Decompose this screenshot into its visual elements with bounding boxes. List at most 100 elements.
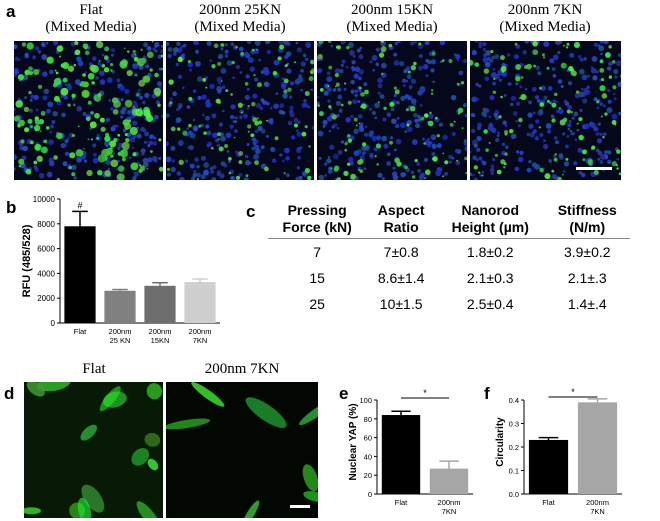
cell: 2.5±0.4: [466, 296, 514, 312]
cell: 1.4±.4: [567, 296, 607, 312]
bar-1: [577, 402, 618, 494]
significance-marker: *: [423, 388, 427, 398]
y-tick-label: 6000: [37, 245, 55, 254]
panel-e-letter: e: [339, 384, 349, 403]
y-tick-label: 0.3: [509, 420, 519, 429]
cell: 7±0.8: [383, 244, 419, 260]
header-stiffness: Stiffness (N/m): [544, 200, 630, 239]
y-tick-label: 40: [364, 452, 372, 461]
x-tick-label-1: 200nm: [109, 327, 132, 336]
table-header-row: Pressing Force (kN) Aspect Ratio Nanorod He…: [268, 200, 630, 239]
scale-bar-a: [576, 167, 612, 170]
cell: 10±1.5: [379, 296, 423, 312]
panel-d-letter: d: [4, 384, 15, 403]
y-tick-label: 2000: [37, 294, 55, 303]
bar-2: [144, 285, 176, 323]
panel-a-image-25kn: [166, 41, 314, 180]
header-nanorod-height: Nanorod Height (µm): [435, 200, 545, 239]
nanorod-property-table: Pressing Force (kN) Aspect Ratio Nanorod He…: [268, 200, 630, 317]
y-tick-label: 0.2: [509, 443, 519, 452]
panel-a-title-3-line2: (Mixed Media): [346, 19, 438, 35]
table-row: 25 10±1.5 2.5±0.4 1.4±.4: [268, 291, 630, 317]
nuclei-texture: [166, 41, 314, 180]
panel-a-title-4-line1: 200nm 7KN: [507, 2, 583, 18]
y-tick-label: 80: [364, 415, 372, 424]
panel-a-title-1-line1: Flat: [79, 2, 103, 18]
panel-a-image-7kn: [470, 41, 621, 180]
cell: 7: [313, 244, 322, 260]
bar-0: [528, 439, 569, 494]
green-signal-texture: [470, 41, 621, 180]
y-tick-label: 4000: [37, 269, 55, 278]
y-tick-label: 0.4: [509, 396, 519, 405]
panel-a-title-3: 200nm 15KN (Mixed Media): [318, 2, 466, 36]
nuclei-texture: [317, 41, 467, 180]
bar-0: [64, 226, 96, 323]
x-tick-label-3: 7KN: [193, 336, 208, 345]
nuclei-texture: [470, 41, 621, 180]
f-y-axis-label: Circularity: [495, 417, 506, 467]
header-aspect-ratio: Aspect Ratio: [366, 200, 436, 239]
bar-1: [429, 468, 469, 494]
x-tick-label-1: 7KN: [442, 507, 457, 516]
green-signal-texture: [14, 41, 163, 180]
panel-b-letter: b: [6, 198, 17, 217]
e-y-axis-label: Nuclear YAP (%): [348, 403, 359, 480]
y-tick-label: 10000: [33, 195, 56, 204]
x-tick-label-0: Flat: [74, 327, 87, 336]
y-tick-label: 0.1: [509, 467, 519, 476]
panel-f-letter: f: [484, 384, 490, 403]
panel-a-title-3-line1: 200nm 15KN: [350, 2, 434, 18]
y-tick-label: 8000: [37, 220, 55, 229]
panel-c-letter: c: [246, 202, 256, 221]
x-tick-label-1: 7KN: [590, 507, 605, 516]
scale-bar-d: [290, 505, 310, 508]
bar-0: [381, 415, 421, 494]
panel-a-title-2-line1: 200nm 25KN: [198, 2, 282, 18]
significance-marker: #: [77, 200, 82, 210]
cell: 1.8±0.2: [466, 244, 514, 260]
cell: 15: [309, 270, 325, 286]
panel-d-label-flat: Flat: [82, 361, 106, 377]
panel-a-title-2-line2: (Mixed Media): [194, 19, 286, 35]
panel-b-chart: RFU (485/528) 0 2000 4000 6000 8000 10000 Flat…: [21, 195, 220, 345]
green-signal-texture: [317, 41, 467, 180]
panel-a-title-1-line2: (Mixed Media): [45, 19, 137, 35]
x-tick-label-0: Flat: [395, 498, 408, 507]
significance-marker: *: [571, 387, 575, 397]
panel-d-image-7kn: [166, 382, 318, 518]
cell: 2.1±0.3: [466, 270, 514, 286]
x-tick-label-2: 200nm: [149, 327, 172, 336]
x-tick-label-2: 15KN: [151, 336, 170, 345]
y-tick-label: 60: [364, 434, 372, 443]
cell: 25: [309, 296, 325, 312]
cell: 8.6±1.4: [377, 270, 425, 286]
x-tick-label-1: 200nm: [586, 498, 609, 507]
cell: 2.1±.3: [567, 270, 607, 286]
header-pressing-force: Pressing Force (kN): [268, 200, 367, 239]
panel-a-letter: a: [6, 2, 16, 21]
cell-texture: [24, 382, 163, 518]
panel-a-title-4: 200nm 7KN (Mixed Media): [470, 2, 620, 36]
y-tick-label: 0: [368, 490, 372, 499]
green-signal-texture: [166, 43, 314, 180]
y-tick-label: 0.0: [509, 490, 519, 499]
panel-a-title-2: 200nm 25KN (Mixed Media): [168, 2, 312, 36]
table-row: 7 7±0.8 1.8±0.2 3.9±0.2: [268, 239, 630, 266]
y-tick-label: 100: [359, 396, 372, 405]
bar-3: [184, 282, 216, 323]
cell-texture: [166, 382, 318, 518]
panel-d-image-flat: [24, 382, 163, 518]
x-tick-label-1: 200nm: [438, 498, 461, 507]
y-tick-label: 0: [51, 319, 56, 328]
panel-a-title-4-line2: (Mixed Media): [499, 19, 591, 35]
panel-e-chart: Nuclear YAP (%) 0 20 40 60 80 100 Flat 200nm7KN…: [348, 388, 473, 516]
panel-d-label-7kn: 200nm 7KN: [204, 361, 280, 377]
bar-1: [104, 290, 136, 323]
table-row: 15 8.6±1.4 2.1±0.3 2.1±.3: [268, 265, 630, 291]
panel-a-image-15kn: [317, 41, 467, 180]
x-tick-label-0: Flat: [542, 498, 555, 507]
panel-a-image-flat: [14, 41, 163, 180]
cell: 3.9±0.2: [563, 244, 611, 260]
